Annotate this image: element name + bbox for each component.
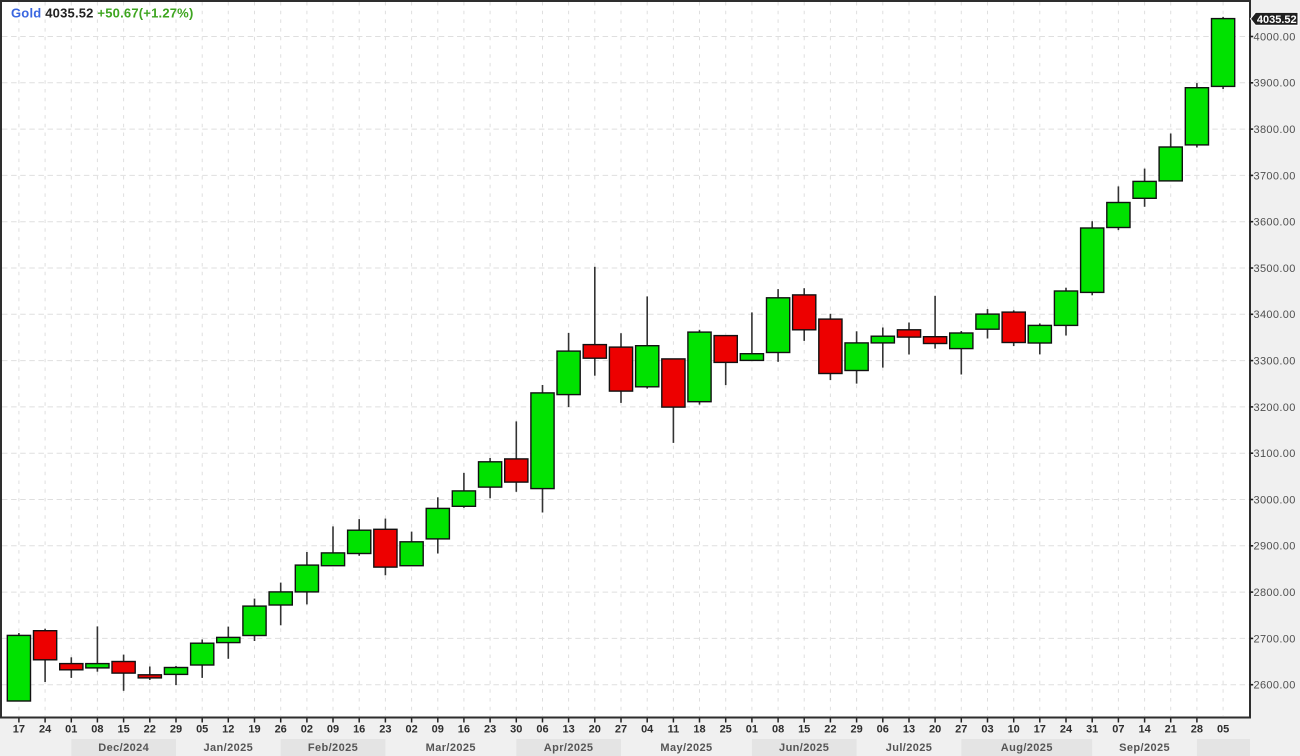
svg-text:29: 29 (170, 723, 182, 735)
svg-text:3400.00: 3400.00 (1254, 309, 1296, 321)
svg-text:05: 05 (1217, 723, 1229, 735)
svg-text:13: 13 (903, 723, 915, 735)
svg-text:24: 24 (39, 723, 52, 735)
svg-text:Jan/2025: Jan/2025 (203, 742, 253, 754)
svg-text:Jul/2025: Jul/2025 (886, 742, 933, 754)
svg-text:31: 31 (1086, 723, 1098, 735)
svg-text:10: 10 (1008, 723, 1020, 735)
svg-text:16: 16 (458, 723, 470, 735)
svg-text:Sep/2025: Sep/2025 (1119, 742, 1170, 754)
svg-text:28: 28 (1191, 723, 1203, 735)
svg-text:23: 23 (379, 723, 391, 735)
svg-text:06: 06 (536, 723, 548, 735)
svg-text:2600.00: 2600.00 (1254, 680, 1296, 692)
svg-text:09: 09 (327, 723, 339, 735)
svg-text:2900.00: 2900.00 (1254, 541, 1296, 553)
svg-text:22: 22 (824, 723, 836, 735)
svg-text:Feb/2025: Feb/2025 (308, 742, 358, 754)
svg-text:03: 03 (981, 723, 993, 735)
svg-text:19: 19 (248, 723, 260, 735)
svg-text:09: 09 (432, 723, 444, 735)
svg-text:2700.00: 2700.00 (1254, 633, 1296, 645)
svg-text:3000.00: 3000.00 (1254, 494, 1296, 506)
svg-text:02: 02 (301, 723, 313, 735)
svg-text:3800.00: 3800.00 (1254, 124, 1296, 136)
svg-text:01: 01 (746, 723, 758, 735)
svg-text:3500.00: 3500.00 (1254, 263, 1296, 275)
svg-text:14: 14 (1138, 723, 1151, 735)
svg-text:16: 16 (353, 723, 365, 735)
svg-text:06: 06 (877, 723, 889, 735)
svg-text:20: 20 (589, 723, 601, 735)
svg-text:20: 20 (929, 723, 941, 735)
svg-text:3100.00: 3100.00 (1254, 448, 1296, 460)
svg-text:Aug/2025: Aug/2025 (1001, 742, 1053, 754)
svg-text:21: 21 (1165, 723, 1177, 735)
svg-text:3900.00: 3900.00 (1254, 78, 1296, 90)
svg-text:15: 15 (798, 723, 810, 735)
svg-text:13: 13 (562, 723, 574, 735)
svg-text:3600.00: 3600.00 (1254, 217, 1296, 229)
svg-text:Dec/2024: Dec/2024 (98, 742, 149, 754)
svg-text:Apr/2025: Apr/2025 (544, 742, 594, 754)
svg-text:26: 26 (275, 723, 287, 735)
svg-text:Mar/2025: Mar/2025 (426, 742, 476, 754)
svg-text:08: 08 (91, 723, 103, 735)
svg-text:25: 25 (720, 723, 732, 735)
svg-text:01: 01 (65, 723, 77, 735)
svg-text:07: 07 (1112, 723, 1124, 735)
svg-text:12: 12 (222, 723, 234, 735)
svg-text:05: 05 (196, 723, 208, 735)
svg-text:30: 30 (510, 723, 522, 735)
svg-text:22: 22 (144, 723, 156, 735)
svg-text:15: 15 (117, 723, 129, 735)
svg-text:Jun/2025: Jun/2025 (779, 742, 829, 754)
svg-text:04: 04 (641, 723, 654, 735)
svg-text:17: 17 (1034, 723, 1046, 735)
svg-text:3700.00: 3700.00 (1254, 170, 1296, 182)
svg-text:02: 02 (405, 723, 417, 735)
svg-text:11: 11 (668, 723, 680, 735)
svg-text:Gold 4035.52 +50.67(+1.27%): Gold 4035.52 +50.67(+1.27%) (11, 6, 193, 21)
svg-text:23: 23 (484, 723, 496, 735)
svg-text:2800.00: 2800.00 (1254, 587, 1296, 599)
svg-text:18: 18 (693, 723, 705, 735)
svg-text:4035.52: 4035.52 (1257, 14, 1297, 26)
svg-text:May/2025: May/2025 (660, 742, 712, 754)
svg-text:27: 27 (955, 723, 967, 735)
svg-text:3300.00: 3300.00 (1254, 356, 1296, 368)
svg-text:3200.00: 3200.00 (1254, 402, 1296, 414)
svg-text:17: 17 (13, 723, 25, 735)
svg-text:4000.00: 4000.00 (1254, 31, 1296, 43)
svg-text:27: 27 (615, 723, 627, 735)
svg-text:08: 08 (772, 723, 784, 735)
svg-text:24: 24 (1060, 723, 1073, 735)
svg-text:29: 29 (850, 723, 862, 735)
